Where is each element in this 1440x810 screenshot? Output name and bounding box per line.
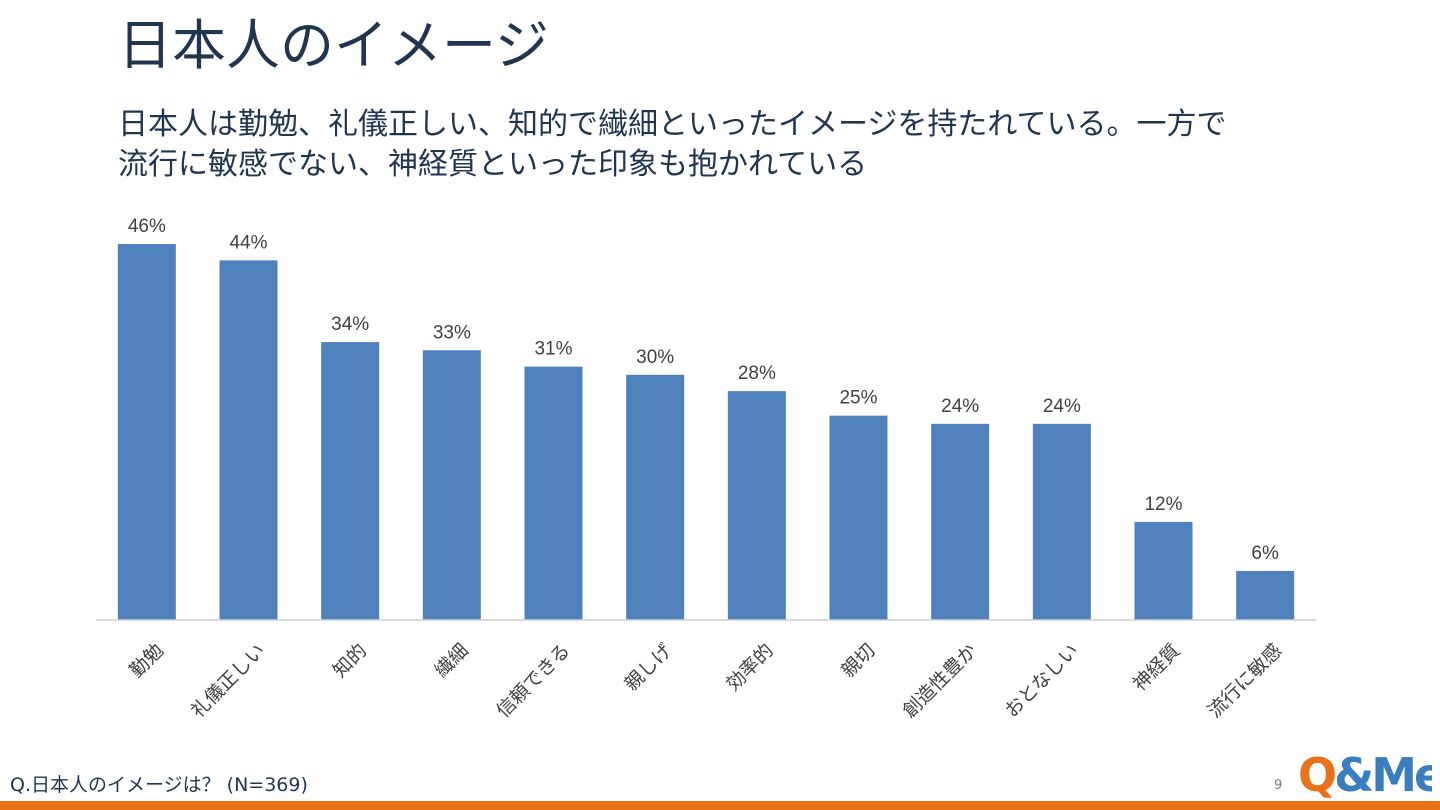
bar-7 <box>727 391 786 620</box>
data-label-3: 34% <box>331 314 369 335</box>
data-label-9: 24% <box>941 396 979 417</box>
category-label-2: 礼儀正しい <box>187 640 270 723</box>
bar-11 <box>1134 521 1193 620</box>
category-label-8: 親切 <box>837 640 879 682</box>
subtitle-line-1: 日本人は勤勉、礼儀正しい、知的で繊細といったイメージを持たれている。一方で <box>118 107 1227 142</box>
category-label-5: 信頼できる <box>492 640 574 722</box>
data-label-6: 30% <box>636 347 674 368</box>
bar-5 <box>524 366 583 620</box>
category-label-1: 勤勉 <box>126 640 168 682</box>
bar-chart: 46% 勤勉 44% 礼儀正しい 34% 知的 33% 繊細 31% 信頼できる 30% 親しげ 28%… <box>96 216 1316 723</box>
bar-12 <box>1236 570 1295 620</box>
page-subtitle: 日本人は勤勉、礼儀正しい、知的で繊細といったイメージを持たれている。一方で 流行… <box>118 105 1338 185</box>
data-label-5: 31% <box>534 339 572 360</box>
bar-6 <box>626 374 685 620</box>
category-label-12: 流行に敏感 <box>1204 640 1287 723</box>
category-label-11: 神経質 <box>1129 640 1185 696</box>
category-label-10: おとなしい <box>1001 640 1083 722</box>
bar-3 <box>321 342 380 620</box>
category-label-6: 親しげ <box>620 640 676 696</box>
category-label-3: 知的 <box>329 640 371 682</box>
bar-9 <box>931 423 990 620</box>
page-title: 日本人のイメージ <box>118 14 549 77</box>
subtitle-line-2: 流行に敏感でない、神経質といった印象も抱かれている <box>118 147 868 182</box>
logo-q: Q <box>1298 748 1335 801</box>
bar-8 <box>829 415 888 620</box>
data-label-7: 28% <box>738 363 776 384</box>
data-label-11: 12% <box>1144 494 1182 515</box>
data-label-1: 46% <box>128 216 166 237</box>
bar-10 <box>1032 423 1091 620</box>
category-label-9: 創造性豊か <box>899 640 982 723</box>
category-label-4: 繊細 <box>431 640 473 682</box>
qme-logo: Q&Me <box>1298 748 1432 801</box>
survey-question: Q.日本人のイメージは？ (N=369) <box>10 774 308 796</box>
data-label-12: 6% <box>1251 543 1279 564</box>
data-label-4: 33% <box>433 322 471 343</box>
bar-1 <box>117 244 176 620</box>
bar-2 <box>219 260 278 620</box>
logo-text: Q&Me <box>1298 748 1432 801</box>
category-label-7: 効率的 <box>722 640 778 696</box>
logo-rest: &Me <box>1334 748 1432 801</box>
bar-4 <box>422 350 481 620</box>
page-number: 9 <box>1274 778 1283 793</box>
bottom-accent-bar <box>0 801 1440 810</box>
data-label-2: 44% <box>229 232 267 253</box>
data-label-10: 24% <box>1043 396 1081 417</box>
data-label-8: 25% <box>839 388 877 409</box>
